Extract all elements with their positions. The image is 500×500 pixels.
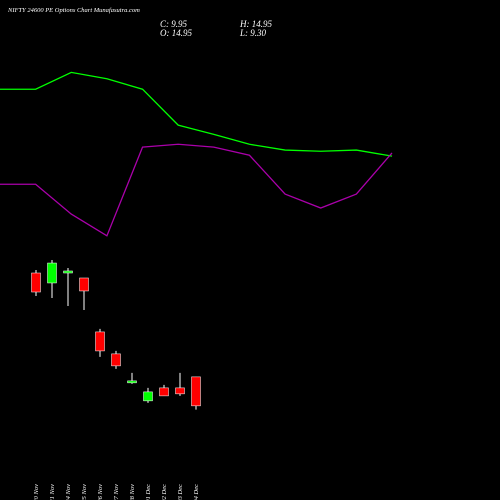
indicator-line (0, 143, 393, 237)
candle-body (111, 353, 121, 367)
candle-body (127, 380, 137, 384)
x-tick-label: 27 Nov (113, 484, 120, 500)
candle-body (31, 272, 41, 293)
x-tick-label: 25 Nov (81, 484, 88, 500)
x-tick-label: 04 Dec (193, 484, 200, 500)
x-tick-label: 21 Nov (49, 484, 56, 500)
chart-title: NIFTY 24600 PE Options Chart Munafasutra… (7, 7, 140, 14)
candle-body (63, 270, 73, 274)
x-tick-label: 02 Dec (161, 484, 168, 500)
candle-body (191, 376, 201, 407)
candle-body (159, 387, 169, 397)
x-tick-label: 20 Nov (33, 484, 40, 500)
candle-body (79, 277, 89, 292)
x-tick-label: 24 Nov (65, 484, 72, 500)
candle-body (95, 331, 105, 352)
x-tick-label: 28 Nov (129, 484, 136, 500)
open-label: O: 14.95 (160, 28, 192, 38)
x-tick-label: 01 Dec (145, 484, 152, 500)
high-label: H: 14.95 (239, 19, 272, 29)
candle-body (143, 391, 153, 402)
close-label: C: 9.95 (160, 19, 188, 29)
candle-body (175, 387, 185, 395)
x-tick-label: 03 Dec (177, 484, 184, 500)
x-tick-label: 26 Nov (97, 484, 104, 500)
candle-body (47, 262, 57, 284)
low-label: L: 9.30 (239, 28, 267, 38)
indicator-line (0, 71, 393, 157)
